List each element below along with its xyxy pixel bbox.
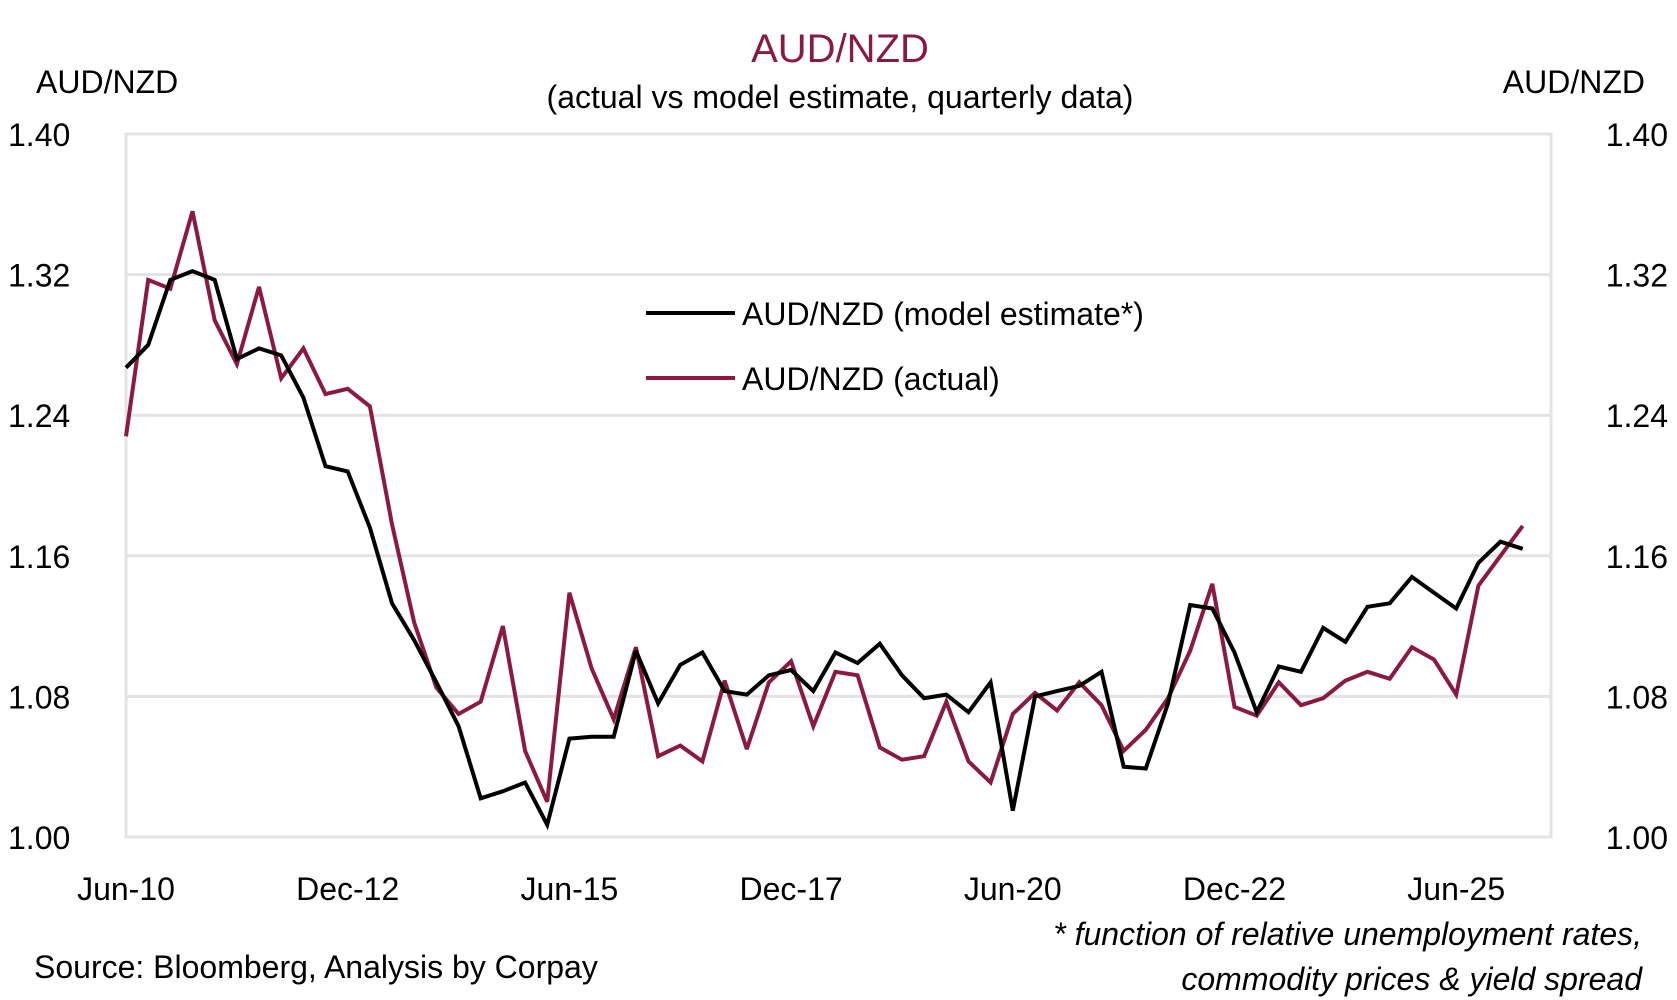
y-tick-label-left: 1.16 <box>8 539 70 575</box>
y-tick-label-right: 1.32 <box>1606 258 1668 294</box>
x-tick-label: Dec-22 <box>1183 871 1286 907</box>
footnote-line-2: commodity prices & yield spread <box>1181 961 1643 997</box>
plot-area-border <box>124 132 1553 839</box>
y-tick-label-right: 1.00 <box>1606 820 1668 856</box>
y-axis-left: 1.00 1.08 1.16 1.24 1.32 1.40 <box>8 117 70 856</box>
legend-label-actual: AUD/NZD (actual) <box>742 361 1000 397</box>
x-tick-label: Jun-20 <box>964 871 1062 907</box>
y-axis-title-right: AUD/NZD <box>1503 64 1645 100</box>
y-tick-label-left: 1.32 <box>8 258 70 294</box>
y-axis-right: 1.00 1.08 1.16 1.24 1.32 1.40 <box>1606 117 1668 856</box>
y-axis-title-left: AUD/NZD <box>36 64 178 100</box>
legend: AUD/NZD (model estimate*) AUD/NZD (actua… <box>646 296 1144 397</box>
x-tick-label: Jun-15 <box>520 871 618 907</box>
y-tick-label-left: 1.40 <box>8 117 70 153</box>
y-tick-label-right: 1.08 <box>1606 679 1668 715</box>
x-tick-label: Dec-17 <box>740 871 843 907</box>
y-tick-label-left: 1.00 <box>8 820 70 856</box>
chart-subtitle: (actual vs model estimate, quarterly dat… <box>547 79 1134 115</box>
x-tick-label: Jun-25 <box>1407 871 1505 907</box>
y-tick-label-right: 1.16 <box>1606 539 1668 575</box>
x-tick-label: Jun-10 <box>77 871 175 907</box>
y-tick-label-left: 1.24 <box>8 398 70 434</box>
y-tick-label-right: 1.40 <box>1606 117 1668 153</box>
y-tick-label-right: 1.24 <box>1606 398 1668 434</box>
x-axis: Jun-10 Dec-12 Jun-15 Dec-17 Jun-20 Dec-22 Jun-… <box>77 871 1505 907</box>
x-tick-label: Dec-12 <box>296 871 399 907</box>
series-lines <box>124 210 1525 831</box>
footnote-line-1: * function of relative unemployment rate… <box>1053 916 1642 952</box>
source-note: Source: Bloomberg, Analysis by Corpay <box>34 949 598 985</box>
legend-label-model: AUD/NZD (model estimate*) <box>742 296 1144 332</box>
chart-title: AUD/NZD <box>751 27 929 71</box>
gridlines <box>126 132 1551 839</box>
y-tick-label-left: 1.08 <box>8 679 70 715</box>
series-line-model-estimate <box>124 268 1524 831</box>
series-line-actual <box>124 210 1525 803</box>
